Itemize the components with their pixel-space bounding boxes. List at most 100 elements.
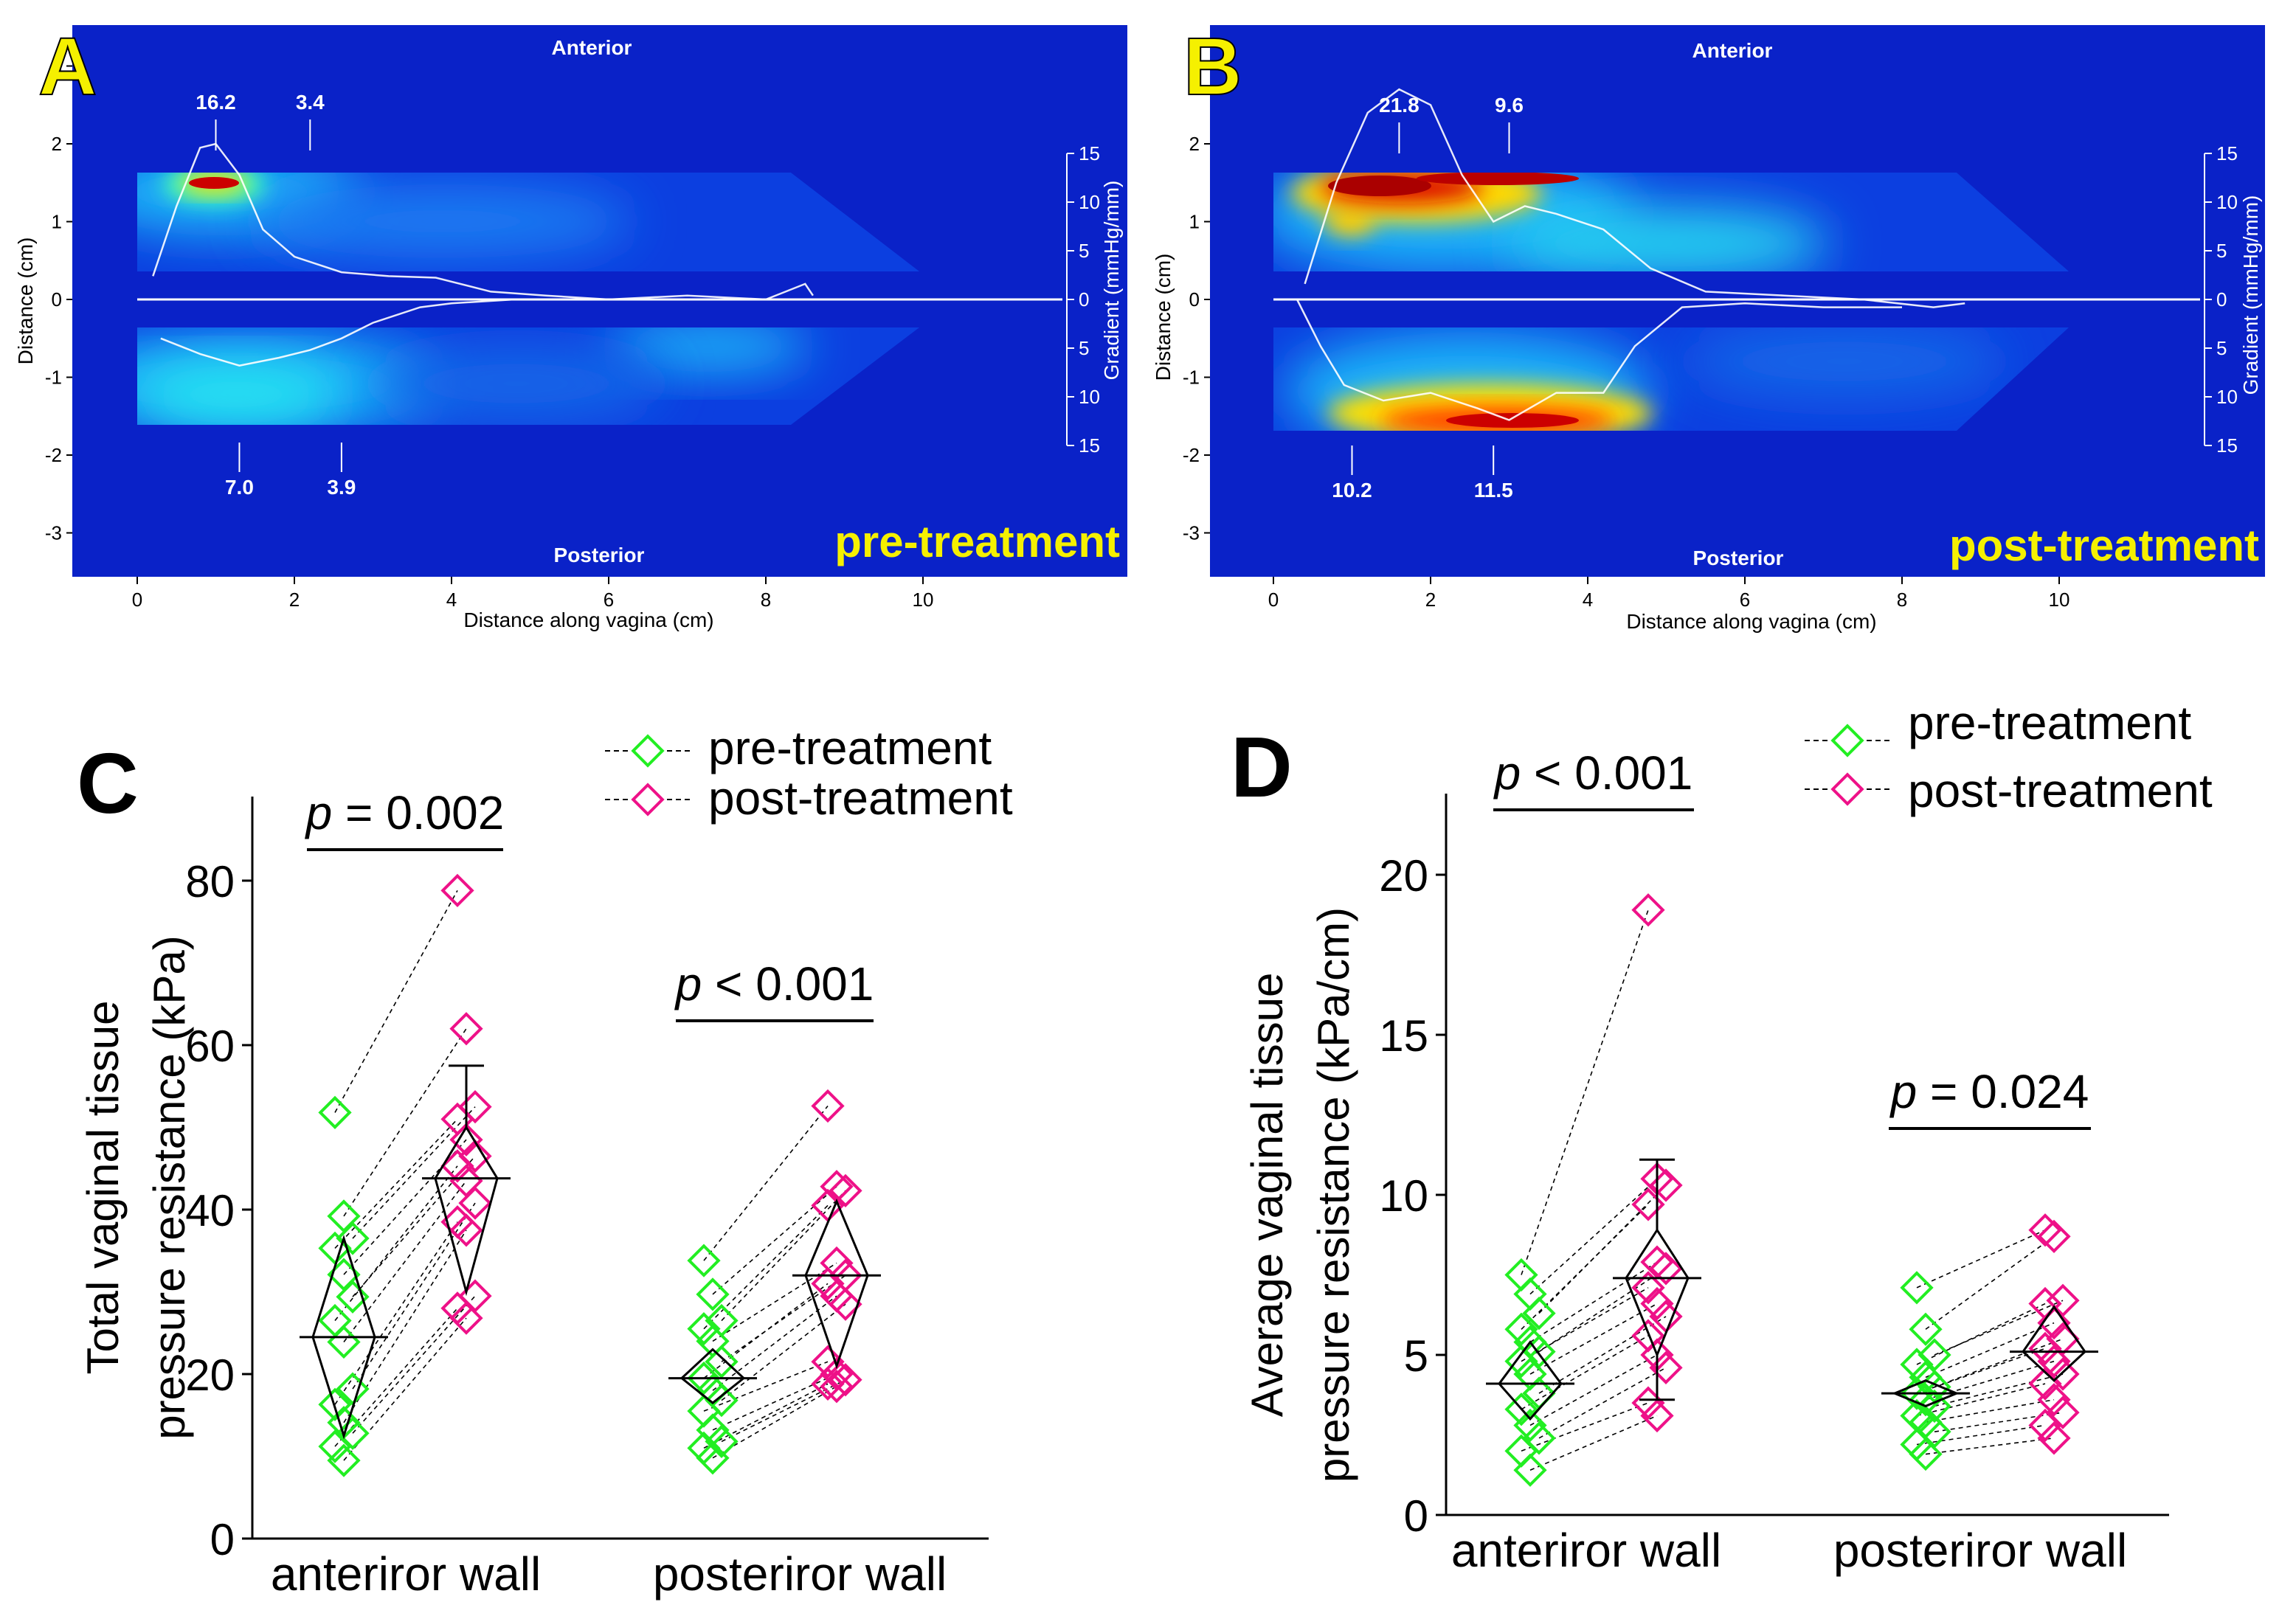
a-y-tick-label: 1 (52, 211, 62, 233)
d-p-value-text: < 0.001 (1534, 746, 1692, 800)
panel-a-anterior-heat (137, 173, 634, 258)
c-y-tick-label: 80 (185, 857, 235, 906)
panel-c-legend-post-marker (631, 783, 665, 816)
a-y2-tick-label: 10 (1079, 386, 1100, 408)
d-post-point (1649, 1168, 1683, 1202)
panel-d-y-label-line2: pressure resistance (kPa/cm) (1309, 907, 1358, 1483)
d-pair-line (1934, 1373, 2064, 1407)
b-x-tick-label: 6 (1740, 589, 1750, 611)
c-pair-line (712, 1295, 837, 1391)
c-post-point (449, 1123, 483, 1156)
c-post-point (820, 1370, 854, 1404)
d-post-point (1631, 1386, 1665, 1420)
d-y-tick-label: 15 (1379, 1011, 1428, 1061)
b-anterior-gradient-curve (1304, 88, 1965, 308)
d-post-point (1631, 1187, 1665, 1221)
panel-d-legend-post-label: post-treatment (1908, 764, 2213, 817)
panel-c-legend-post-label: post-treatment (708, 771, 1013, 825)
panel-a-condition-label: pre-treatment (834, 517, 1120, 566)
d-pair-line (1916, 1348, 2046, 1394)
panel-d-legend-pre-marker (1830, 724, 1864, 757)
c-pair-line (712, 1373, 837, 1431)
d-pair-line (1521, 1402, 1649, 1452)
d-pair-line (1529, 1261, 1658, 1343)
c-post-point (811, 1345, 845, 1379)
d-pair-line (1538, 1268, 1667, 1353)
panel-c-y-label-line1: Total vaginal tissue (78, 1001, 128, 1375)
b-y2-tick-label: 10 (2216, 191, 2238, 213)
b-x-tick-label: 8 (1897, 589, 1907, 611)
d-pair-line (1925, 1360, 2055, 1401)
c-pair-line (721, 1379, 846, 1443)
d-pair-line (1916, 1383, 2046, 1417)
d-summary-diamond (1892, 1379, 1960, 1408)
d-y-tick-label: 5 (1404, 1331, 1428, 1381)
panel-b-annotations: 21.8 9.6 10.2 11.5 (1332, 94, 1524, 502)
d-p-value-text: = 0.024 (1930, 1065, 2089, 1118)
d-pair-line (1925, 1398, 2055, 1423)
a-posterior-gradient-curve (160, 298, 570, 367)
c-summary-diamond (680, 1348, 746, 1404)
c-pair-line (334, 1118, 458, 1249)
b-y-tick-label: -2 (1183, 444, 1200, 466)
b-annotation-anterior: 21.8 (1379, 94, 1420, 117)
b-y-tick-label: 3 (1189, 55, 1200, 77)
c-post-point (440, 873, 474, 908)
d-p-value: p < 0.001 (1493, 746, 1693, 800)
d-p-symbol: p (1493, 746, 1534, 800)
b-y-tick-label: -3 (1183, 522, 1200, 544)
c-post-point (440, 1149, 474, 1183)
a-annotation-anterior: 3.4 (296, 91, 325, 114)
c-p-value: p < 0.001 (674, 957, 874, 1010)
c-y-tick-label: 20 (185, 1350, 235, 1400)
c-post-point (449, 1213, 483, 1247)
b-x-tick-label: 4 (1583, 589, 1593, 611)
a-y2-tick-label: 15 (1079, 142, 1100, 164)
d-pre-point (1522, 1296, 1556, 1331)
panel-c-legend: pre-treatment post-treatment (605, 721, 1013, 825)
c-pair-line (703, 1283, 829, 1379)
a-x-tick-label: 8 (761, 589, 771, 611)
b-annotation-posterior: 10.2 (1332, 479, 1372, 502)
b-y2-tick-label: 0 (2216, 288, 2227, 311)
d-x-category-label: anteriror wall (1451, 1524, 1721, 1577)
a-x-tick-label: 0 (132, 589, 142, 611)
a-y-tick-label: -1 (45, 367, 62, 389)
a-y-tick-label: 0 (52, 288, 62, 311)
panel-d: D 0 5 10 15 20 anteriror wall posteriror wall p… (1231, 696, 2213, 1577)
panel-c: C 0 20 40 60 80 anteriror wall posteriror wall… (77, 721, 1013, 1601)
d-post-point (1649, 1350, 1683, 1384)
d-pre-point (1504, 1312, 1538, 1346)
panel-b-y-label: Distance (cm) (1152, 254, 1175, 381)
c-pre-point (687, 1361, 721, 1395)
d-post-point (2028, 1331, 2062, 1365)
panel-a-background (72, 25, 1127, 577)
panel-b-letter: B (1183, 21, 1242, 112)
a-y2-tick-label: 5 (1079, 240, 1089, 262)
c-pair-line (343, 1028, 467, 1217)
d-post-point (1649, 1252, 1683, 1286)
c-post-point (458, 1186, 492, 1220)
d-x-category-label: posteriror wall (1833, 1524, 2127, 1577)
panel-d-letter: D (1231, 719, 1293, 815)
c-y-tick-label: 0 (210, 1515, 235, 1564)
a-x-tick-label: 2 (289, 589, 300, 611)
panel-b-anterior-label: Anterior (1692, 39, 1773, 62)
c-pair-line (334, 890, 458, 1113)
d-y-tick-label: 10 (1379, 1171, 1428, 1221)
a-annotation-posterior: 3.9 (327, 476, 356, 499)
d-post-point (1640, 1398, 1674, 1433)
panel-a-x-label: Distance along vagina (cm) (463, 608, 713, 631)
c-post-point (811, 1188, 845, 1223)
c-summary-diamond (804, 1198, 869, 1370)
d-pair-line (1529, 1415, 1658, 1471)
b-y2-tick-label: 5 (2216, 240, 2227, 262)
c-pair-line (343, 1180, 467, 1342)
b-y2-tick-label: 15 (2216, 142, 2238, 164)
d-y-tick-label: 20 (1379, 851, 1428, 901)
a-annotation-posterior: 7.0 (225, 476, 254, 499)
c-pre-point (696, 1441, 730, 1475)
c-x-category-label: anteriror wall (271, 1547, 541, 1601)
c-pair-line (352, 1295, 476, 1434)
panel-b-y2-label: Gradient (mmHg/mm) (2239, 195, 2262, 395)
